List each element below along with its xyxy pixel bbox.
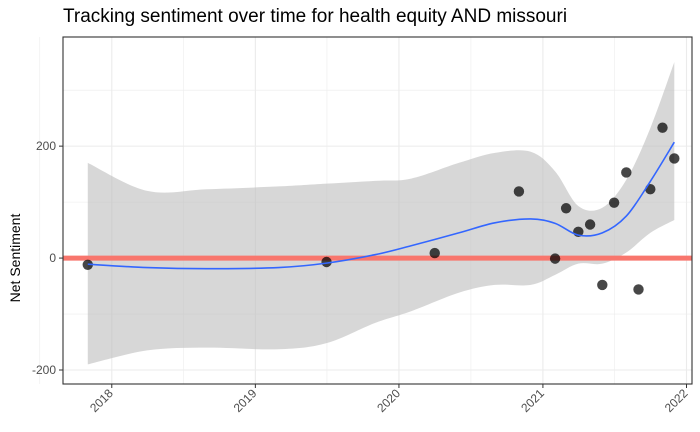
data-point <box>549 253 561 264</box>
chart-title: Tracking sentiment over time for health … <box>63 6 568 27</box>
data-point <box>657 122 668 133</box>
plot-panel <box>39 36 693 385</box>
confidence-band <box>87 62 675 365</box>
data-point <box>560 203 572 214</box>
data-point <box>669 153 680 164</box>
y-tick-label: -200 <box>32 363 56 377</box>
y-tick-label: 200 <box>36 139 56 153</box>
x-tick-label: 2019 <box>231 386 260 415</box>
data-point <box>321 256 332 268</box>
y-tick-label: 0 <box>49 251 56 265</box>
data-point <box>621 167 632 178</box>
x-tick-label: 2021 <box>518 386 547 415</box>
data-point <box>633 284 644 295</box>
x-tick-label: 2022 <box>662 386 691 415</box>
data-point <box>429 247 440 259</box>
data-point <box>597 279 608 291</box>
data-point <box>584 219 596 230</box>
x-tick-label: 2018 <box>87 386 116 415</box>
panel-border <box>62 36 693 385</box>
data-point <box>608 197 620 208</box>
y-axis-title: Net Sentiment <box>7 214 23 303</box>
data-point <box>513 186 525 197</box>
smooth-trend-line <box>87 141 675 270</box>
x-tick-label: 2020 <box>374 386 403 415</box>
